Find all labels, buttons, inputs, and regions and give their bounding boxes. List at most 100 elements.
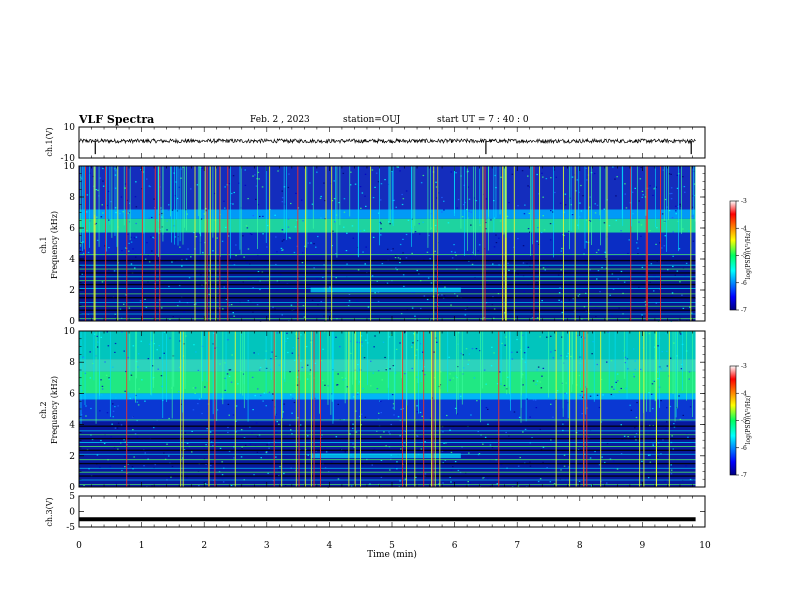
ch2-spectrogram-pixel bbox=[205, 463, 207, 465]
ch2-spectrogram-pixel bbox=[254, 395, 256, 397]
ch1-spectrogram-pixel bbox=[134, 267, 136, 269]
ch2-spectrogram-pixel bbox=[436, 341, 438, 343]
ch2-spectrogram-pixel bbox=[276, 474, 278, 476]
ch2-spectrogram-pixel bbox=[562, 423, 564, 425]
ch1-spectrogram-pixel bbox=[242, 235, 244, 237]
ch2-spectrogram-pixel bbox=[198, 485, 200, 487]
ch2-spectrogram-pixel bbox=[449, 379, 451, 381]
ch1-spectrogram-pixel bbox=[443, 200, 445, 202]
ch2-spectrogram-pixel bbox=[540, 449, 543, 451]
ch1-spectrogram-pixel bbox=[302, 220, 304, 222]
ch2-spectrogram-pixel bbox=[293, 359, 296, 361]
ch2-spectrogram-pixel bbox=[591, 353, 593, 355]
ch1-spectrogram-pixel bbox=[569, 197, 571, 199]
ch1-spectrogram-pixel bbox=[289, 237, 291, 239]
ch2-spectrogram-pixel bbox=[439, 384, 442, 386]
ch1-spectrogram-pixel bbox=[521, 170, 524, 172]
ch1-spectrogram-pixel bbox=[230, 304, 233, 306]
ch1-spectrogram-pixel bbox=[692, 206, 694, 208]
ch2-spectrogram-pixel bbox=[92, 362, 94, 365]
ch1-spectrogram-pixel bbox=[83, 283, 86, 285]
ch2-spectrogram-pixel bbox=[653, 380, 656, 382]
ch1-spectrogram-pixel bbox=[114, 207, 117, 209]
ch2-spectrogram-pixel bbox=[511, 351, 513, 353]
ch2-spectrogram-pixel bbox=[219, 363, 221, 365]
ch2-spectrogram-pixel bbox=[325, 451, 328, 453]
ch2-spectrogram-pixel bbox=[305, 346, 308, 348]
ch1-spectrogram-pixel bbox=[392, 248, 394, 250]
ch1-spectrogram-pixel bbox=[577, 224, 579, 226]
ch1-spectrogram-pixel bbox=[380, 183, 383, 185]
ch1-spectrogram-pixel bbox=[569, 316, 572, 319]
ch2-spectrogram-pixel bbox=[324, 447, 326, 449]
ch1-spectrogram-pixel bbox=[249, 233, 252, 235]
ch1-spectrogram-pixel bbox=[560, 269, 562, 271]
ch2-spectrogram-pixel bbox=[290, 429, 292, 431]
ch1-spectrogram-pixel bbox=[108, 219, 110, 221]
ch1-spectrogram-pixel bbox=[316, 171, 318, 173]
ch1-spectrogram-pixel bbox=[538, 243, 540, 245]
ch2-spectrogram-pixel bbox=[431, 397, 433, 399]
ch1-spectrogram-pixel bbox=[522, 245, 525, 247]
ch2-spectrogram-pixel bbox=[197, 471, 200, 473]
ch1-spectrogram-pixel bbox=[471, 263, 474, 265]
ch1-spectrogram-pixel bbox=[583, 306, 586, 308]
ch1-spectrogram-pixel bbox=[578, 293, 581, 295]
ch1-spectrogram-pixel bbox=[128, 242, 130, 244]
ch2-spectrogram-pixel bbox=[657, 378, 659, 380]
ch2-spectrogram-pixel bbox=[349, 340, 352, 342]
ch1-spectrogram-pixel bbox=[275, 236, 277, 238]
ch1-spectrogram-pixel bbox=[672, 255, 674, 257]
ch2-spectrogram-pixel bbox=[100, 439, 102, 442]
ch2-spectrogram-pixel bbox=[362, 464, 364, 466]
ch2-spectrogram-pixel bbox=[183, 343, 185, 345]
ch2-spectrogram-pixel bbox=[156, 349, 158, 351]
ch1-spectrogram-pixel bbox=[560, 250, 563, 252]
ch2-spectrogram-pixel bbox=[256, 451, 259, 453]
ch2-spectrogram-pixel bbox=[634, 368, 636, 370]
ch1-spectrogram-pixel bbox=[128, 212, 131, 214]
ch1-waveform-trace bbox=[78, 137, 696, 145]
ch2-spectrogram-pixel bbox=[620, 453, 623, 455]
ch2-spectrogram-pixel bbox=[371, 464, 373, 466]
time-axis-tick-label: 5 bbox=[389, 541, 395, 551]
ch1-spectrogram-pixel bbox=[653, 290, 655, 292]
ch2-spectrogram-pixel bbox=[424, 473, 427, 475]
ch2-spectrogram-pixel bbox=[483, 369, 486, 371]
ch2-spectrogram-pixel bbox=[546, 467, 548, 469]
ch2-spectrogram-pixel bbox=[140, 340, 142, 342]
ch2-spectrogram-pixel bbox=[114, 427, 117, 429]
ch1-spectrogram-pixel bbox=[655, 302, 658, 304]
ch1-spectrogram-pixel bbox=[682, 176, 684, 178]
ch2-spectrogram-pixel bbox=[669, 405, 672, 408]
ch1-spectrogram-pixel bbox=[626, 307, 629, 309]
ch2-spectrogram-pixel bbox=[504, 344, 506, 346]
ch1-spectrogram-pixel bbox=[577, 295, 580, 297]
ch2-spectrogram-pixel bbox=[446, 414, 448, 417]
ch2-spectrogram-pixel bbox=[486, 478, 489, 480]
ch1-spectrogram-ytick-label: 4 bbox=[69, 255, 75, 265]
ch1-spectrogram-pixel bbox=[661, 247, 663, 249]
ch2-spectrogram-pixel bbox=[279, 466, 281, 468]
ch1-spectrogram-midband bbox=[310, 287, 461, 293]
ch2-spectrogram-pixel bbox=[416, 411, 418, 413]
ch2-spectrogram-band bbox=[79, 331, 696, 360]
ch2-spectrogram-pixel bbox=[337, 373, 339, 375]
ch1-spectrogram-pixel bbox=[247, 300, 250, 302]
ch2-spectrogram-pixel bbox=[241, 446, 243, 448]
ch2-spectrogram-pixel bbox=[634, 427, 636, 429]
ch2-spectrogram-pixel bbox=[388, 431, 390, 433]
ch1-spectrogram-pixel bbox=[524, 204, 526, 206]
ch2-spectrogram-pixel bbox=[570, 370, 573, 372]
ch1-spectrogram-pixel bbox=[492, 296, 494, 298]
ch2-spectrogram-pixel bbox=[171, 465, 174, 468]
ch2-spectrogram-pixel bbox=[612, 460, 615, 462]
ch2-spectrogram-pixel bbox=[276, 421, 278, 423]
ch1-spectrogram-pixel bbox=[561, 314, 563, 316]
ch1-spectrogram-pixel bbox=[302, 252, 304, 254]
ch1-spectrogram-pixel bbox=[86, 229, 88, 232]
ch1-spectrogram-pixel bbox=[422, 221, 424, 223]
ch1-spectrogram-pixel bbox=[311, 299, 314, 301]
ch1-spectrogram-pixel bbox=[529, 186, 531, 188]
ch2-spectrogram-pixel bbox=[396, 461, 398, 463]
